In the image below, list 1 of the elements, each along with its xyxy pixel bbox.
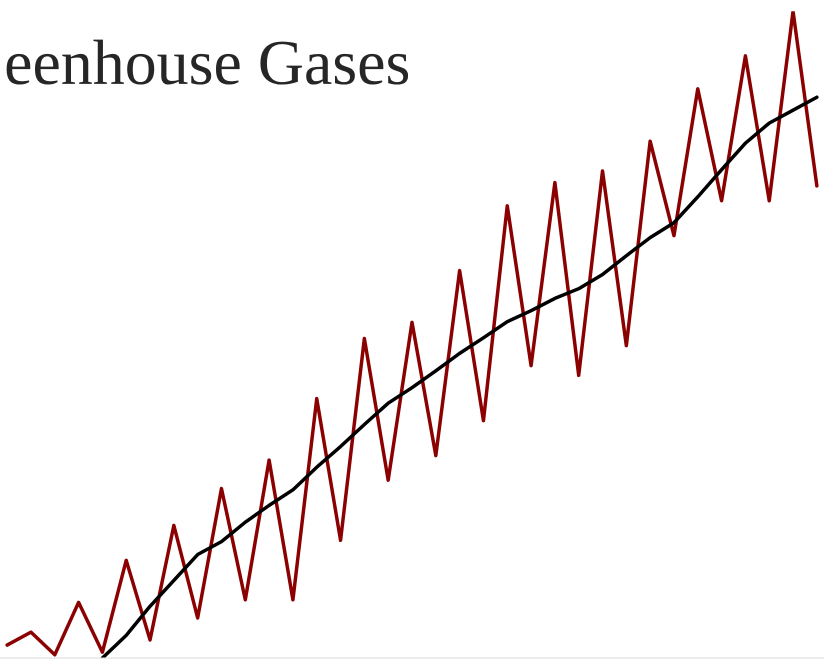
chart-title: eenhouse Gases	[6, 40, 408, 85]
